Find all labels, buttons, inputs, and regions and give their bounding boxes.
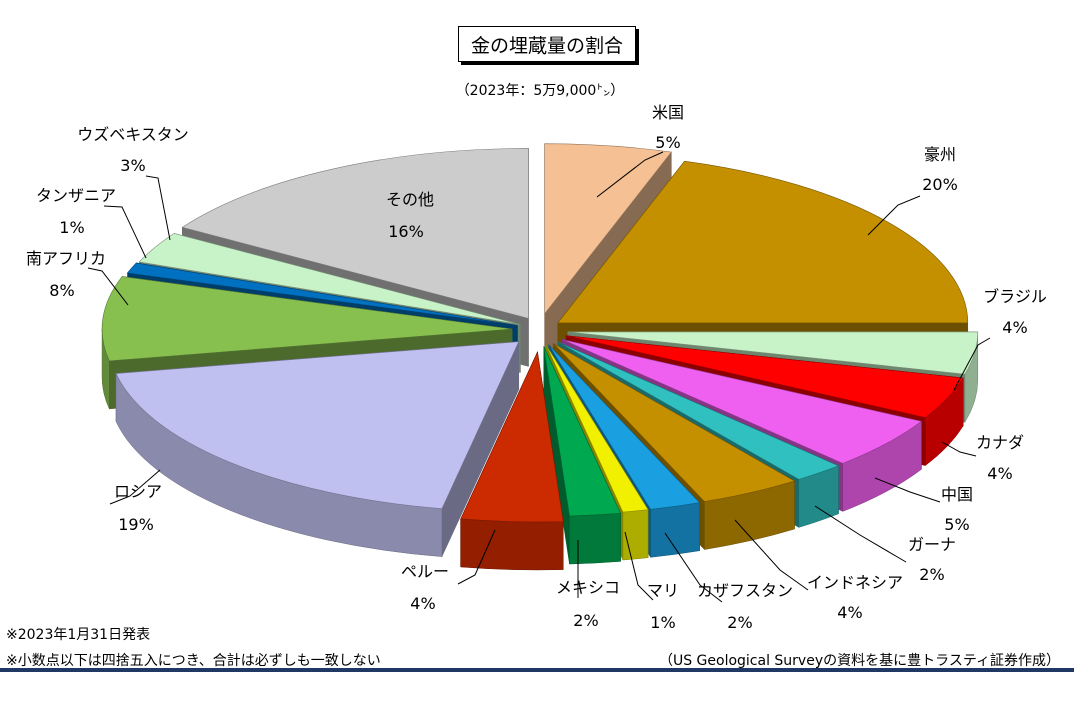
slice-2-top-face — [567, 331, 979, 375]
slice-9-top-face — [543, 346, 622, 517]
slice-label-5: ガーナ — [908, 535, 956, 554]
slice-1-top-face — [557, 160, 969, 324]
slice-value-label-2: 4% — [1002, 318, 1027, 337]
slice-value-label-13: 1% — [59, 218, 84, 237]
slice-labels: 米国5%豪州20%ブラジル4%カナダ4%中国5%ガーナ2%インドネシア4%カザフ… — [26, 103, 1047, 632]
slice-value-label-8: 1% — [650, 613, 675, 632]
leader-line-0 — [596, 151, 664, 198]
slice-label-4: 中国 — [941, 485, 973, 504]
leader-line-3 — [941, 441, 977, 457]
slice-label-2: ブラジル — [983, 287, 1047, 306]
slice-11-top-face — [115, 341, 520, 509]
slice-5-top-face — [557, 341, 840, 480]
slice-value-label-10: 4% — [410, 594, 435, 613]
slice-label-7: カザフスタン — [697, 581, 793, 600]
leader-line-1 — [867, 195, 921, 236]
slice-label-1: 豪州 — [924, 145, 956, 164]
slice-14-top-face — [138, 233, 521, 325]
leader-line-4 — [874, 477, 941, 503]
leader-line-6 — [734, 519, 809, 591]
leader-line-8 — [624, 531, 654, 601]
slice-label-15: その他 — [386, 190, 434, 209]
slice-7-outer-face-0 — [650, 502, 700, 558]
slice-13-top-face — [126, 262, 518, 326]
slice-8-top-face — [545, 344, 649, 513]
slice-label-14: ウズベキスタン — [77, 125, 189, 144]
slice-label-11: ロシア — [114, 482, 162, 501]
pie-slice-9 — [543, 346, 622, 565]
slice-label-10: ペルー — [401, 562, 449, 581]
slice-12-top-face — [101, 276, 513, 362]
slice-value-label-15: 16% — [388, 222, 424, 241]
slice-4-top-face — [562, 339, 923, 464]
leader-line-10 — [457, 529, 496, 585]
chart-subtitle: （2023年：5万9,000㌧） — [455, 83, 625, 99]
slice-value-label-11: 19% — [118, 515, 154, 534]
slice-label-0: 米国 — [652, 103, 684, 122]
slice-value-label-0: 5% — [655, 133, 680, 152]
slice-label-12: 南アフリカ — [26, 249, 106, 268]
leader-lines — [87, 151, 991, 603]
slice-label-8: マリ — [647, 581, 679, 600]
leader-line-5 — [814, 505, 907, 563]
bottom-rule — [0, 668, 1074, 672]
slice-10-top-face — [460, 350, 564, 523]
slice-label-3: カナダ — [976, 433, 1024, 452]
leader-line-14 — [145, 175, 171, 241]
leader-line-2 — [953, 337, 991, 391]
slice-3-top-face — [565, 335, 964, 418]
slice-9-outer-face-0 — [569, 513, 621, 565]
slice-value-label-1: 20% — [922, 175, 958, 194]
slice-10-outer-face-0 — [460, 518, 564, 571]
slice-value-label-4: 5% — [944, 515, 969, 534]
slice-15-top-face — [181, 148, 529, 319]
slice-value-label-14: 3% — [120, 156, 145, 175]
slice-6-top-face — [553, 343, 796, 502]
leader-line-7 — [664, 532, 723, 603]
pie-slice-11 — [115, 341, 520, 557]
source-note: （US Geological Surveyの資料を基に豊トラスティ証券作成） — [658, 653, 1060, 669]
slice-value-label-5: 2% — [919, 565, 944, 584]
chart-title: 金の埋蔵量の割合 — [458, 26, 636, 62]
pie-slices — [101, 143, 979, 571]
slice-0-top-face — [544, 143, 672, 315]
leader-line-13 — [103, 205, 147, 259]
slice-value-label-12: 8% — [49, 281, 74, 300]
slice-label-6: インドネシア — [807, 573, 903, 592]
footnote-date: ※2023年1月31日発表 — [6, 627, 151, 643]
slice-label-13: タンザニア — [36, 186, 116, 205]
leader-line-11 — [109, 469, 161, 505]
slice-8-outer-face-0 — [622, 509, 649, 561]
slice-value-label-9: 2% — [573, 611, 598, 630]
slice-7-top-face — [548, 344, 701, 510]
slice-value-label-6: 4% — [837, 603, 862, 622]
slice-value-label-3: 4% — [987, 464, 1012, 483]
pie-chart: 米国5%豪州20%ブラジル4%カナダ4%中国5%ガーナ2%インドネシア4%カザフ… — [26, 103, 1047, 632]
slice-value-label-7: 2% — [727, 613, 752, 632]
slice-label-9: メキシコ — [556, 578, 620, 597]
footnote-rounding: ※小数点以下は四捨五入につき、合計は必ずしも一致しない — [6, 653, 381, 669]
leader-line-12 — [87, 267, 129, 306]
pie-slice-10 — [460, 350, 564, 571]
